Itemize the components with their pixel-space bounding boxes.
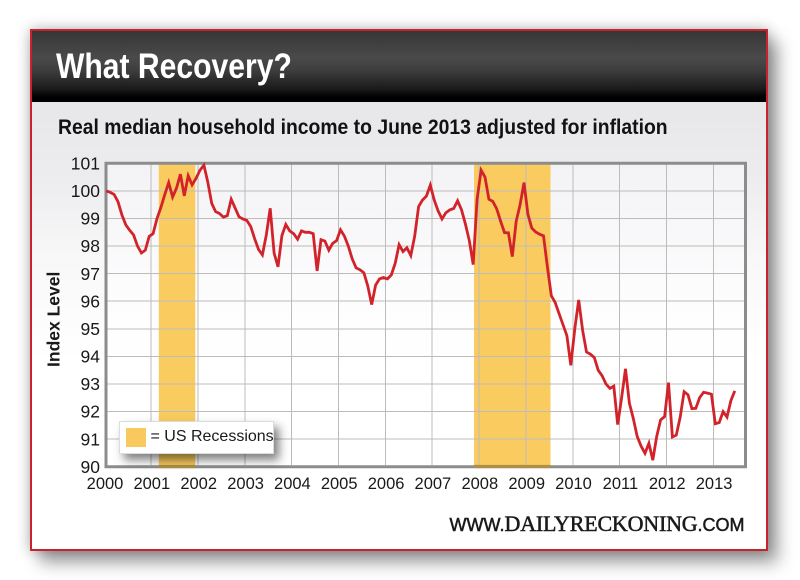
svg-text:2002: 2002 [180,475,217,493]
svg-text:2009: 2009 [508,475,545,493]
svg-text:2008: 2008 [461,475,498,493]
svg-text:99: 99 [81,209,100,229]
svg-text:2007: 2007 [415,475,452,493]
svg-text:94: 94 [81,347,101,367]
svg-text:95: 95 [81,319,100,339]
svg-text:2006: 2006 [368,475,405,493]
svg-text:Index Level: Index Level [44,272,64,367]
svg-text:2005: 2005 [321,475,358,493]
svg-text:2003: 2003 [227,475,264,493]
svg-text:2011: 2011 [603,475,638,493]
svg-text:101: 101 [71,153,100,173]
svg-text:96: 96 [81,291,100,311]
svg-text:2012: 2012 [649,475,686,493]
svg-text:2000: 2000 [87,475,124,493]
svg-text:2004: 2004 [274,475,311,493]
svg-text:91: 91 [81,429,100,449]
svg-text:100: 100 [71,181,100,201]
svg-text:97: 97 [81,264,100,284]
svg-text:93: 93 [81,374,100,394]
svg-text:92: 92 [81,402,100,422]
svg-text:2001: 2001 [133,475,170,493]
svg-text:2013: 2013 [696,475,733,493]
svg-text:90: 90 [81,457,101,477]
svg-text:2010: 2010 [555,475,592,493]
svg-text:98: 98 [81,236,100,256]
